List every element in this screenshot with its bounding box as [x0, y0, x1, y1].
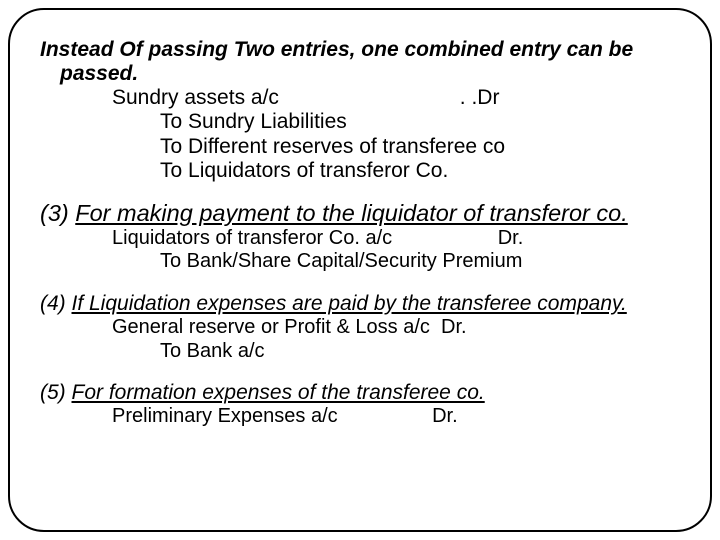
section3-text: For making payment to the liquidator of … — [75, 200, 628, 226]
entry-sundry-assets: Sundry assets a/c . .Dr — [40, 86, 680, 110]
section5-text: For formation expenses of the transferee… — [72, 381, 485, 404]
section5-heading: (5) For formation expenses of the transf… — [60, 381, 680, 405]
entry-to-liquidators: To Liquidators of transferor Co. — [40, 159, 680, 183]
section4-text: If Liquidation expenses are paid by the … — [72, 292, 627, 315]
entry-liquidators-ac: Liquidators of transferor Co. a/c Dr. — [40, 227, 680, 251]
section4-heading: (4) If Liquidation expenses are paid by … — [60, 292, 680, 316]
entry-to-bank: To Bank a/c — [40, 340, 680, 364]
section4-prefix: (4) — [40, 292, 72, 315]
section-3: (3) For making payment to the liquidator… — [40, 201, 680, 274]
entry-to-sundry-liabilities: To Sundry Liabilities — [40, 110, 680, 134]
section3-heading: (3) For making payment to the liquidator… — [60, 201, 680, 227]
section-5: (5) For formation expenses of the transf… — [40, 381, 680, 429]
slide-frame: Instead Of passing Two entries, one comb… — [8, 8, 712, 532]
entry-to-reserves: To Different reserves of transferee co — [40, 135, 680, 159]
entry-general-reserve: General reserve or Profit & Loss a/c Dr. — [40, 316, 680, 340]
entry-to-bank-share: To Bank/Share Capital/Security Premium — [40, 250, 680, 274]
section1-heading: Instead Of passing Two entries, one comb… — [60, 38, 680, 86]
section-combined-entry: Instead Of passing Two entries, one comb… — [40, 38, 680, 183]
section5-prefix: (5) — [40, 381, 72, 404]
entry-preliminary-expenses: Preliminary Expenses a/c Dr. — [40, 405, 680, 429]
section3-prefix: (3) — [40, 200, 75, 226]
section-4: (4) If Liquidation expenses are paid by … — [40, 292, 680, 363]
